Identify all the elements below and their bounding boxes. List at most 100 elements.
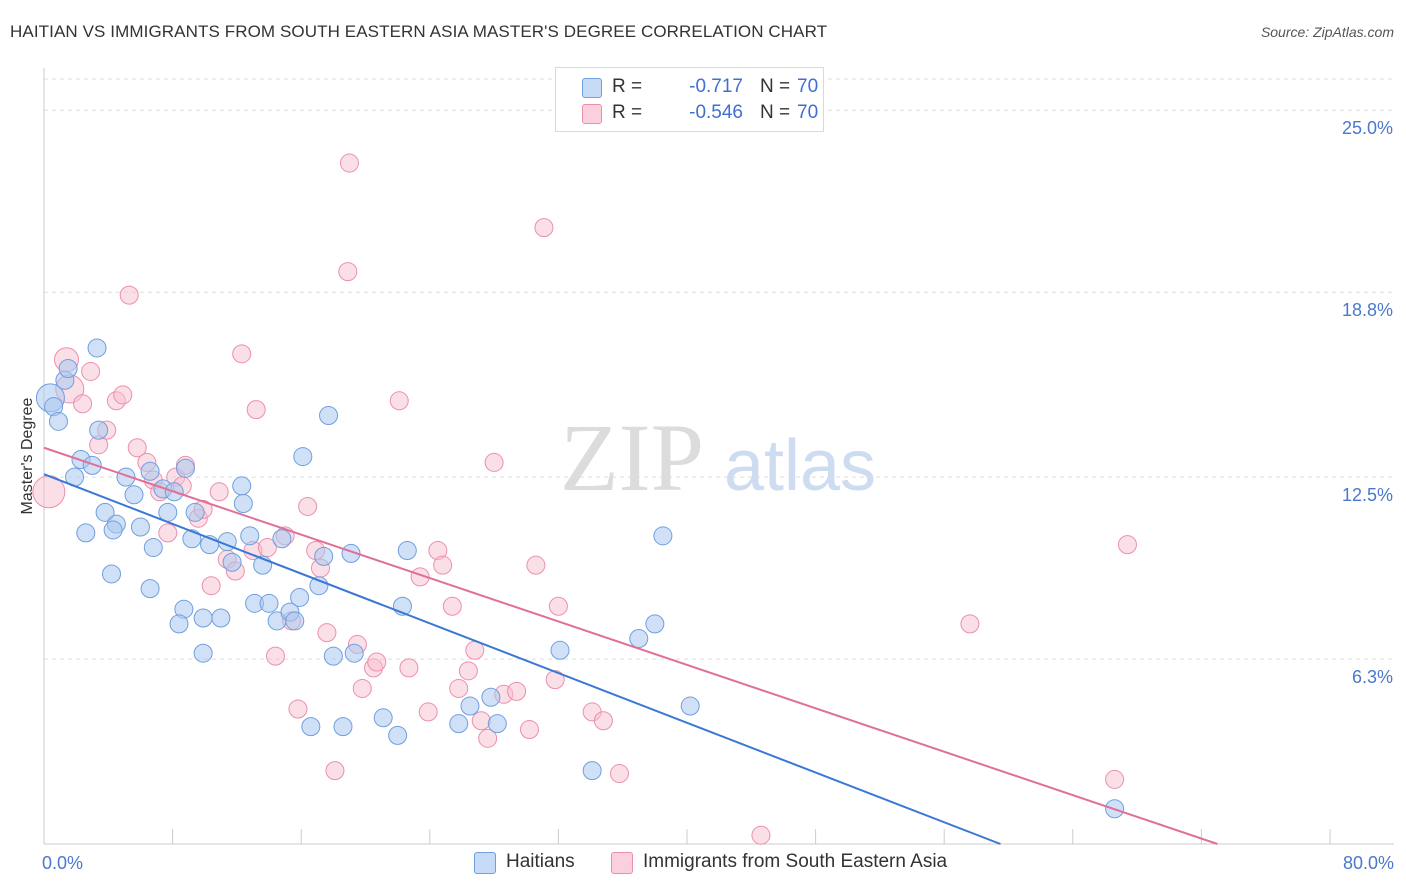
x-tick-label-max: 80.0% bbox=[1343, 853, 1394, 873]
x-tick-label-min: 0.0% bbox=[42, 853, 83, 873]
point-sea bbox=[389, 391, 409, 411]
point-sea bbox=[339, 153, 359, 173]
point-haitians bbox=[449, 714, 469, 734]
point-haitians bbox=[301, 717, 321, 737]
point-sea bbox=[593, 711, 613, 731]
point-haitians bbox=[87, 338, 107, 358]
series-haitians-points bbox=[35, 338, 1125, 819]
point-sea bbox=[548, 596, 568, 616]
bottom-label-haitians: Haitians bbox=[506, 851, 575, 872]
point-haitians bbox=[323, 646, 343, 666]
legend-n-label: N = bbox=[760, 76, 791, 97]
y-tick-label: 25.0% bbox=[1342, 118, 1393, 138]
source-credit: Source: ZipAtlas.com bbox=[1260, 24, 1394, 40]
point-haitians bbox=[233, 494, 253, 514]
point-sea bbox=[201, 576, 221, 596]
legend-swatch-sea bbox=[582, 104, 602, 124]
point-haitians bbox=[175, 458, 195, 478]
point-haitians bbox=[102, 564, 122, 584]
watermark-zip: ZIP bbox=[560, 404, 704, 511]
bottom-swatch-sea bbox=[611, 852, 633, 874]
point-haitians bbox=[211, 608, 231, 628]
point-sea bbox=[433, 555, 453, 575]
point-haitians bbox=[124, 485, 144, 505]
point-haitians bbox=[116, 467, 136, 487]
y-tick-label: 18.8% bbox=[1342, 300, 1393, 320]
watermark-atlas: atlas bbox=[724, 426, 876, 506]
point-sea bbox=[367, 652, 387, 672]
legend-r-label: R = bbox=[612, 102, 643, 123]
point-haitians bbox=[550, 640, 570, 660]
point-haitians bbox=[285, 611, 305, 631]
point-sea bbox=[298, 496, 318, 516]
point-sea bbox=[127, 438, 147, 458]
bottom-label-sea: Immigrants from South Eastern Asia bbox=[643, 851, 948, 872]
point-sea bbox=[534, 218, 554, 238]
point-haitians bbox=[487, 714, 507, 734]
point-sea bbox=[158, 523, 178, 543]
point-sea bbox=[338, 262, 358, 282]
trend-line-haitians bbox=[43, 473, 1001, 845]
point-sea bbox=[81, 361, 101, 381]
trend-lines bbox=[43, 446, 1218, 845]
point-haitians bbox=[680, 696, 700, 716]
point-haitians bbox=[232, 476, 252, 496]
point-sea bbox=[246, 400, 266, 420]
point-haitians bbox=[481, 687, 501, 707]
legend-r-label: R = bbox=[612, 76, 643, 97]
point-sea bbox=[507, 681, 527, 701]
trend-line-sea bbox=[43, 446, 1218, 845]
point-sea bbox=[257, 538, 277, 558]
point-haitians bbox=[95, 502, 115, 522]
point-sea bbox=[265, 646, 285, 666]
point-sea bbox=[73, 394, 93, 414]
point-sea bbox=[399, 658, 419, 678]
point-sea bbox=[960, 614, 980, 634]
point-haitians bbox=[629, 629, 649, 649]
point-sea bbox=[418, 702, 438, 722]
point-haitians bbox=[293, 447, 313, 467]
point-sea bbox=[442, 596, 462, 616]
point-sea bbox=[209, 482, 229, 502]
axes bbox=[43, 68, 1394, 845]
point-haitians bbox=[222, 552, 242, 572]
point-sea bbox=[519, 720, 539, 740]
chart-title: HAITIAN VS IMMIGRANTS FROM SOUTH EASTERN… bbox=[10, 22, 828, 41]
point-haitians bbox=[140, 461, 160, 481]
point-haitians bbox=[272, 529, 292, 549]
point-haitians bbox=[58, 359, 78, 379]
point-haitians bbox=[48, 411, 68, 431]
correlation-legend: R = -0.717 N = 70 R = -0.546 N = 70 bbox=[555, 67, 824, 132]
point-sea bbox=[317, 623, 337, 643]
point-sea bbox=[484, 452, 504, 472]
point-sea bbox=[526, 555, 546, 575]
bottom-swatch-haitians bbox=[474, 852, 496, 874]
point-haitians bbox=[143, 538, 163, 558]
point-haitians bbox=[169, 614, 189, 634]
point-haitians bbox=[314, 546, 334, 566]
point-sea bbox=[545, 670, 565, 690]
point-haitians bbox=[333, 717, 353, 737]
y-tick-label: 12.5% bbox=[1342, 485, 1393, 505]
point-sea bbox=[458, 661, 478, 681]
point-sea bbox=[478, 728, 498, 748]
point-sea bbox=[325, 761, 345, 781]
point-sea bbox=[232, 344, 252, 364]
y-tick-label: 6.3% bbox=[1352, 667, 1393, 687]
point-haitians bbox=[82, 455, 102, 475]
point-sea bbox=[113, 385, 133, 405]
point-haitians bbox=[182, 529, 202, 549]
point-haitians bbox=[290, 587, 310, 607]
point-haitians bbox=[645, 614, 665, 634]
legend-swatch-haitians bbox=[582, 78, 602, 98]
point-haitians bbox=[130, 517, 150, 537]
tick-labels: 6.3% 12.5% 18.8% 25.0% 0.0% 80.0% bbox=[42, 118, 1394, 873]
point-haitians bbox=[140, 579, 160, 599]
point-haitians bbox=[319, 405, 339, 425]
point-sea bbox=[609, 764, 629, 784]
point-sea bbox=[1117, 535, 1137, 555]
point-sea bbox=[1105, 769, 1125, 789]
legend-n-label: N = bbox=[760, 102, 791, 123]
point-sea bbox=[288, 699, 308, 719]
point-haitians bbox=[89, 420, 109, 440]
